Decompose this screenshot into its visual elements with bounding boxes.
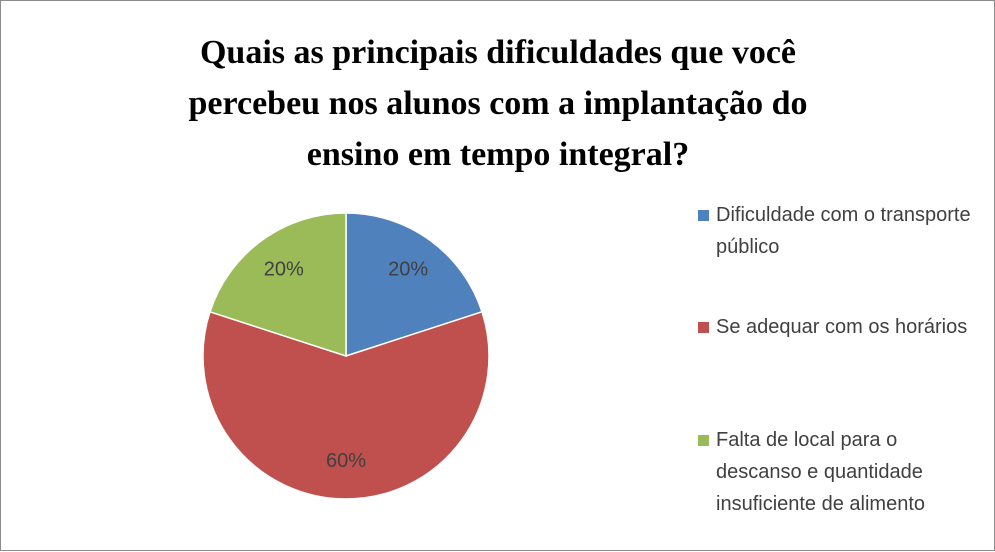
legend-entry: Falta de local para o descanso e quantid… <box>698 424 978 520</box>
pie-slice <box>209 212 347 358</box>
legend-swatch <box>698 435 709 446</box>
legend-label: Se adequar com os horários <box>716 316 968 338</box>
pie-slice <box>202 310 490 500</box>
legend-swatch <box>698 322 709 333</box>
legend-label: Falta de local para o descanso e quantid… <box>716 429 926 515</box>
pie-slice <box>345 212 483 358</box>
data-label: 20% <box>388 259 428 281</box>
legend-entry: Dificuldade com o transporte público <box>698 199 978 263</box>
data-label: 60% <box>326 450 366 472</box>
data-label: 20% <box>264 259 304 281</box>
legend-label: Dificuldade com o transporte público <box>716 204 971 258</box>
chart-title: Quais as principais dificuldades que voc… <box>188 34 808 173</box>
legend-entry: Se adequar com os horários <box>698 311 978 343</box>
legend-swatch <box>698 210 709 221</box>
